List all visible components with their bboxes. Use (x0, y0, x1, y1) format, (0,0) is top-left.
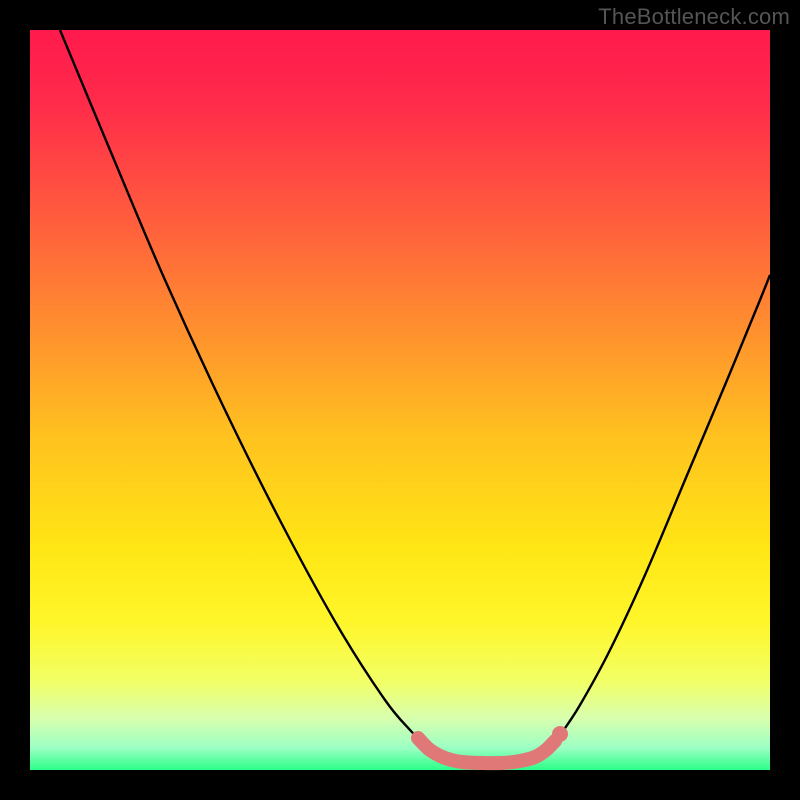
bottleneck-curve-chart (0, 0, 800, 800)
watermark-label: TheBottleneck.com (598, 4, 790, 30)
optimal-range-end-dot (552, 726, 568, 742)
chart-container: TheBottleneck.com (0, 0, 800, 800)
plot-area-gradient (30, 30, 770, 770)
